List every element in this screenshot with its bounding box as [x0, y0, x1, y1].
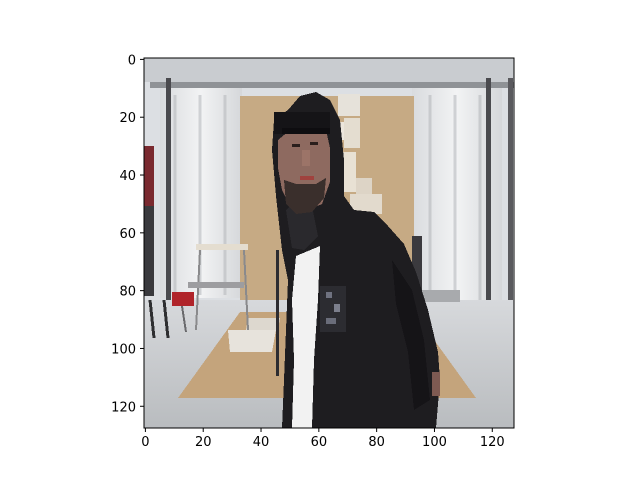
ceiling — [144, 58, 514, 82]
y-axis: 0 20 40 60 80 100 120 — [111, 53, 144, 415]
right-pole — [486, 78, 491, 318]
photo-image — [144, 58, 514, 428]
side-table — [196, 244, 248, 250]
left-pole — [166, 78, 171, 318]
y-tick-label: 100 — [111, 342, 136, 357]
x-tick-label: 80 — [368, 435, 385, 450]
y-tick-label: 20 — [119, 111, 136, 126]
left-edge-object — [144, 146, 154, 206]
shirt — [292, 246, 320, 428]
x-tick-label: 120 — [480, 435, 505, 450]
y-tick-label: 40 — [119, 169, 136, 184]
x-tick-label: 20 — [195, 435, 212, 450]
hoodie-logo — [320, 286, 346, 332]
beard — [284, 178, 326, 214]
y-tick-label: 80 — [119, 285, 136, 300]
x-tick-label: 0 — [141, 435, 149, 450]
ceiling-rail — [150, 82, 514, 88]
x-tick-label: 40 — [253, 435, 270, 450]
axes-frame — [143, 57, 515, 429]
y-tick-label: 120 — [111, 400, 136, 415]
x-tick-label: 100 — [422, 435, 447, 450]
red-chair — [172, 292, 194, 306]
y-tick-label: 60 — [119, 227, 136, 242]
x-axis: 0 20 40 60 80 100 120 — [141, 428, 505, 450]
y-tick-label: 0 — [128, 53, 136, 68]
x-tick-label: 60 — [311, 435, 328, 450]
